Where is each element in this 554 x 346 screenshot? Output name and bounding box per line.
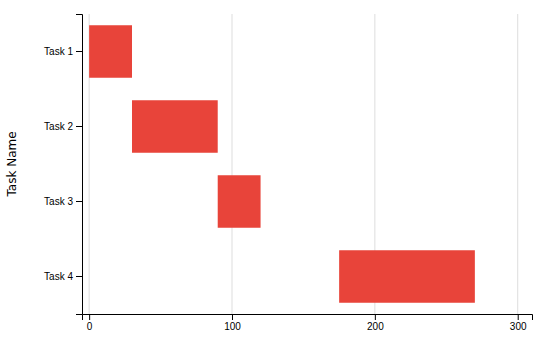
y-axis-line	[76, 15, 83, 315]
y-tick-label: Task 3	[44, 196, 73, 207]
y-tick: Task 3	[44, 196, 82, 207]
y-axis-title: Task Name	[5, 131, 19, 197]
chart-svg: 0 100 200 300 Task 1 Task 2 Task 3 Task 4 Task N…	[0, 0, 554, 346]
y-tick-mark	[76, 126, 82, 127]
y-tick: Task 2	[44, 121, 82, 132]
x-tick-label: 300	[510, 321, 527, 332]
grid-line	[517, 14, 518, 314]
bar	[218, 175, 261, 228]
bars	[89, 25, 475, 303]
bar	[132, 100, 218, 153]
x-axis-line	[83, 315, 533, 321]
y-tick: Task 1	[44, 46, 82, 57]
y-tick-label: Task 2	[44, 121, 73, 132]
x-tick-mark	[518, 314, 519, 320]
y-tick-label: Task 1	[44, 46, 73, 57]
x-tick: 100	[224, 314, 241, 332]
y-tick: Task 4	[44, 271, 82, 282]
y-tick-mark	[76, 201, 82, 202]
chart-container: 0 100 200 300 Task 1 Task 2 Task 3 Task 4 Task N…	[0, 0, 554, 346]
y-tick-mark	[76, 276, 82, 277]
x-tick-label: 0	[87, 321, 93, 332]
x-tick-mark	[89, 314, 90, 320]
x-tick-mark	[232, 314, 233, 320]
bar	[89, 25, 132, 78]
x-tick-label: 200	[367, 321, 384, 332]
grid	[89, 14, 518, 314]
x-tick: 0	[87, 314, 93, 332]
x-tick-mark	[375, 314, 376, 320]
x-tick: 300	[510, 314, 527, 332]
plot: 0 100 200 300 Task 1 Task 2 Task 3 Task 4	[44, 14, 532, 332]
y-axis: Task 1 Task 2 Task 3 Task 4	[44, 15, 82, 315]
y-tick-mark	[76, 51, 82, 52]
grid-line	[232, 14, 233, 314]
x-tick: 200	[367, 314, 384, 332]
x-axis: 0 100 200 300	[83, 314, 533, 332]
bar	[339, 250, 475, 303]
x-tick-label: 100	[224, 321, 241, 332]
y-tick-label: Task 4	[44, 271, 73, 282]
